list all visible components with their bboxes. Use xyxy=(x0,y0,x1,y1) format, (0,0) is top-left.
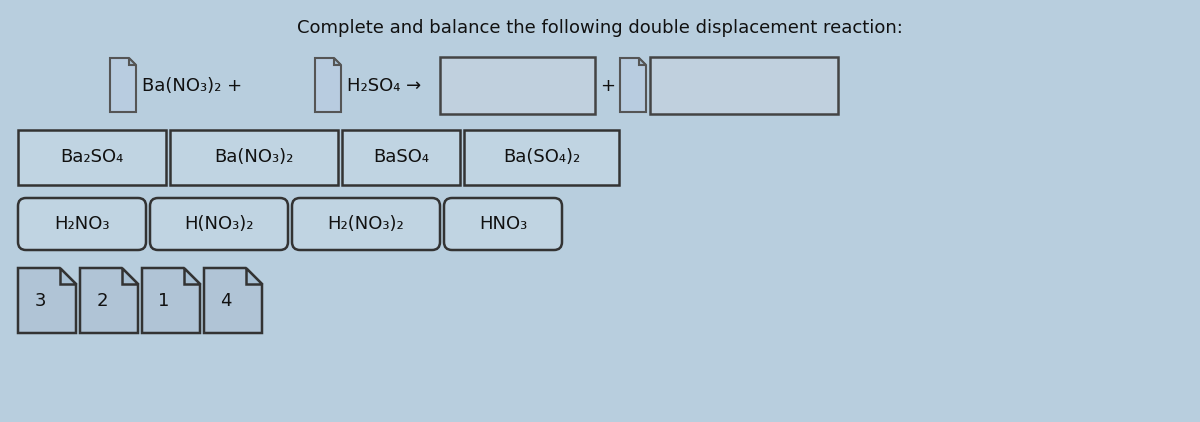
Text: Complete and balance the following double displacement reaction:: Complete and balance the following doubl… xyxy=(298,19,902,37)
Polygon shape xyxy=(334,58,341,65)
FancyBboxPatch shape xyxy=(444,198,562,250)
Bar xyxy=(650,57,838,114)
Text: Ba(NO₃)₂ +: Ba(NO₃)₂ + xyxy=(142,77,242,95)
Text: +: + xyxy=(600,77,616,95)
Bar xyxy=(440,57,595,114)
Polygon shape xyxy=(121,268,138,284)
Polygon shape xyxy=(184,268,200,284)
Text: Ba₂SO₄: Ba₂SO₄ xyxy=(60,149,124,167)
Polygon shape xyxy=(204,268,262,333)
Polygon shape xyxy=(638,58,646,65)
Text: H₂NO₃: H₂NO₃ xyxy=(54,215,109,233)
Polygon shape xyxy=(110,58,136,112)
Polygon shape xyxy=(18,268,76,333)
Bar xyxy=(342,130,460,185)
Text: 2: 2 xyxy=(96,292,108,309)
Polygon shape xyxy=(80,268,138,333)
Text: 4: 4 xyxy=(221,292,232,309)
Text: Ba(NO₃)₂: Ba(NO₃)₂ xyxy=(215,149,294,167)
FancyBboxPatch shape xyxy=(18,198,146,250)
Text: Ba(SO₄)₂: Ba(SO₄)₂ xyxy=(503,149,580,167)
Polygon shape xyxy=(60,268,76,284)
FancyBboxPatch shape xyxy=(292,198,440,250)
Text: H(NO₃)₂: H(NO₃)₂ xyxy=(185,215,253,233)
Polygon shape xyxy=(246,268,262,284)
Text: 3: 3 xyxy=(35,292,46,309)
Bar xyxy=(464,130,619,185)
Text: 1: 1 xyxy=(158,292,169,309)
Text: H₂SO₄ →: H₂SO₄ → xyxy=(347,77,421,95)
FancyBboxPatch shape xyxy=(150,198,288,250)
Polygon shape xyxy=(314,58,341,112)
Polygon shape xyxy=(142,268,200,333)
Text: BaSO₄: BaSO₄ xyxy=(373,149,430,167)
Bar xyxy=(18,130,166,185)
Text: HNO₃: HNO₃ xyxy=(479,215,527,233)
Text: H₂(NO₃)₂: H₂(NO₃)₂ xyxy=(328,215,404,233)
Polygon shape xyxy=(128,58,136,65)
Polygon shape xyxy=(620,58,646,112)
Bar xyxy=(170,130,338,185)
